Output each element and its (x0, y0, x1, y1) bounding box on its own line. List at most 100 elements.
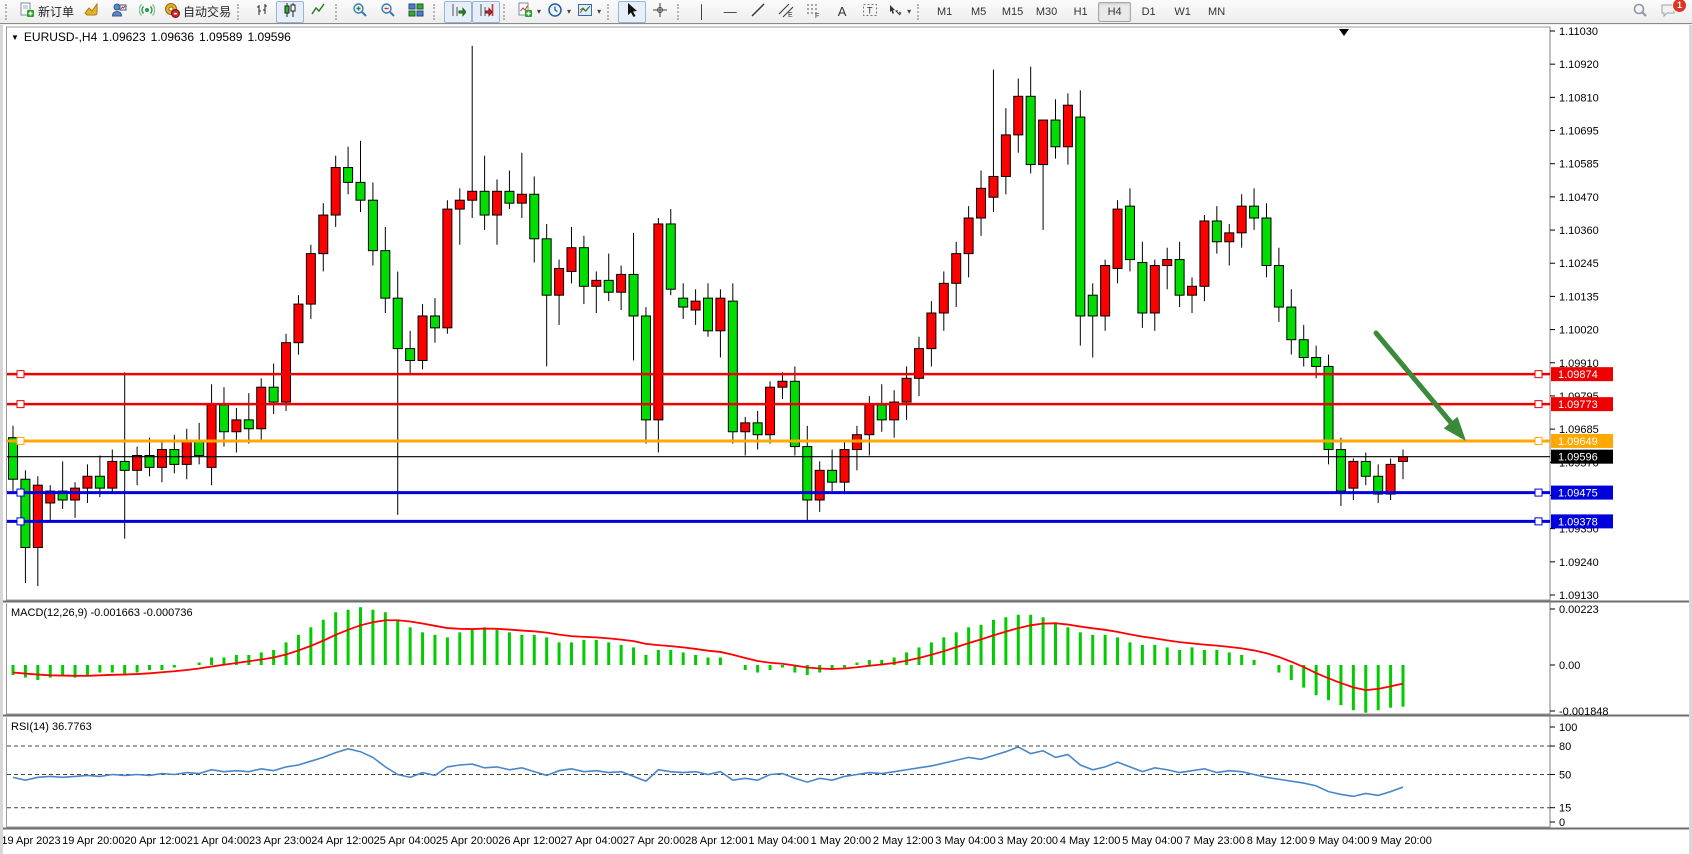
templates-button[interactable]: ▾ (574, 1, 604, 23)
chart-shift-marker-icon[interactable] (1339, 29, 1349, 36)
time-axis-label: 26 Apr 12:00 (498, 835, 560, 847)
price-axis-label: 1.10135 (1559, 291, 1599, 303)
horizontal-line-button[interactable]: — (716, 1, 744, 23)
timeframe-button-d1[interactable]: D1 (1141, 5, 1156, 18)
candle-body (1124, 205, 1135, 261)
candle-body (529, 193, 540, 240)
text-button[interactable]: A (828, 1, 856, 23)
candle-body (20, 478, 31, 549)
candle-body (318, 214, 329, 255)
timeframe-button-h4[interactable]: H4 (1098, 1, 1132, 22)
tile-windows-button[interactable] (402, 1, 430, 23)
auto-trading-button[interactable]: 自动交易 (161, 1, 234, 23)
candle-body (765, 386, 776, 436)
timeframe-button-m30[interactable]: M30 (1035, 5, 1058, 18)
zoom-out-button[interactable] (374, 1, 402, 23)
line-anchor-handle[interactable] (16, 400, 25, 409)
macd-signal-line (12, 619, 1404, 692)
line-anchor-handle[interactable] (16, 488, 25, 497)
cursor-button[interactable] (618, 0, 647, 23)
time-axis-label: 9 May 20:00 (1371, 835, 1432, 847)
toolbar-grip (607, 3, 614, 20)
candle-body (256, 386, 267, 430)
line-anchor-handle[interactable] (16, 436, 25, 445)
time-axis-label: 3 May 04:00 (935, 835, 996, 847)
price-line-label-box (1551, 397, 1613, 412)
timeframe-button-w1[interactable]: W1 (1174, 5, 1191, 18)
line-chart-button[interactable] (304, 1, 332, 23)
text-label-icon: T (862, 2, 878, 21)
time-axis-label: 24 Apr 12:00 (311, 835, 373, 847)
line-anchor-handle[interactable] (1534, 370, 1543, 379)
zoom-in-button[interactable] (346, 1, 374, 23)
candle-body (727, 300, 738, 433)
notifications-button[interactable]: 1 (1654, 0, 1687, 23)
candle-body (938, 282, 949, 314)
bar-chart-button[interactable] (248, 1, 276, 23)
price-line-label: 1.09773 (1558, 399, 1598, 411)
price-axis-label: 1.10695 (1559, 126, 1599, 138)
auto-scroll-button[interactable] (444, 0, 473, 23)
text-label-button[interactable]: T (856, 1, 884, 23)
candle-body (1137, 262, 1148, 314)
symbol-dropdown-icon[interactable]: ▼ (11, 32, 19, 42)
crosshair-button[interactable] (646, 1, 674, 23)
periods-button[interactable]: ▾ (544, 1, 574, 23)
line-anchor-handle[interactable] (1534, 488, 1543, 497)
price-axis-label: 1.09685 (1559, 424, 1599, 436)
candle-body (268, 386, 279, 403)
cursor-arrow-icon (624, 2, 640, 21)
new-order-button[interactable]: 新订单 (16, 1, 77, 23)
vertical-line-button[interactable]: │ (688, 1, 716, 23)
time-axis-label: 3 May 20:00 (998, 835, 1059, 847)
line-anchor-handle[interactable] (1534, 517, 1543, 526)
search-button[interactable] (1626, 1, 1654, 23)
rsi-axis-label: 15 (1559, 803, 1571, 815)
tile-windows-icon (408, 2, 424, 21)
line-anchor-handle[interactable] (1534, 436, 1543, 445)
timeframe-button-m5[interactable]: M5 (970, 5, 987, 18)
candle-body (492, 190, 503, 216)
chart-shift-button[interactable] (472, 0, 501, 23)
time-axis-label: 27 Apr 20:00 (623, 835, 685, 847)
timeframe-button-h1[interactable]: H1 (1073, 5, 1088, 18)
notification-badge: 1 (1672, 0, 1687, 13)
trendline-button[interactable] (744, 1, 772, 23)
line-anchor-handle[interactable] (16, 517, 25, 526)
fibonacci-button[interactable]: F (800, 1, 828, 23)
macd-panel[interactable] (6, 602, 1551, 715)
equidistant-channel-button[interactable]: E (772, 1, 800, 23)
timeframe-button-mn[interactable]: MN (1208, 5, 1226, 18)
indicators-button[interactable]: ▾ (514, 1, 544, 23)
candle-body (827, 469, 838, 483)
candlestick-chart-button[interactable] (276, 0, 305, 23)
trend-arrow-head[interactable] (1443, 416, 1466, 441)
rsi-panel[interactable] (6, 716, 1551, 828)
candle-body (889, 401, 900, 421)
time-axis-label: 4 May 12:00 (1060, 835, 1121, 847)
price-line-label: 1.09649 (1558, 436, 1598, 448)
candle-body (1174, 259, 1185, 296)
signals-icon (138, 2, 156, 21)
timeframe-button-m1[interactable]: M1 (936, 5, 953, 18)
candle-body (1311, 357, 1322, 367)
chart-window[interactable]: ▼ EURUSD-,H4 1.09623 1.09636 1.09589 1.0… (0, 25, 1692, 854)
new-chart-button[interactable] (77, 1, 105, 23)
signals-button[interactable] (133, 1, 161, 23)
timeframe-button-m15[interactable]: M15 (1001, 5, 1024, 18)
new-order-icon (19, 2, 35, 21)
main-chart-panel[interactable] (6, 26, 1551, 601)
line-anchor-handle[interactable] (16, 370, 25, 379)
arrows-tool-button[interactable]: ▾ (884, 1, 914, 23)
profiles-button[interactable] (105, 1, 133, 23)
candle-body (752, 422, 763, 436)
chart-canvas[interactable]: 1.11030 1.10920 1.10810 1.10695 1.10585 1.104… (3, 25, 1689, 854)
rsi-axis-label: 100 (1559, 722, 1577, 734)
candle-body (1249, 205, 1260, 219)
candle-body (144, 454, 155, 468)
candle-body (467, 190, 478, 201)
line-anchor-handle[interactable] (1534, 400, 1543, 409)
candle-body (367, 199, 378, 252)
new-chart-icon (83, 2, 99, 21)
trend-arrow-line[interactable] (1373, 330, 1461, 434)
